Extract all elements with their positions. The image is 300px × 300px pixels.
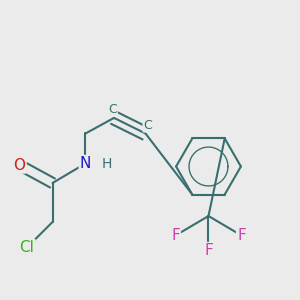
Text: F: F — [204, 243, 213, 258]
Text: Cl: Cl — [20, 240, 34, 255]
Text: F: F — [171, 228, 180, 243]
Text: C: C — [108, 103, 117, 116]
Text: N: N — [80, 156, 91, 171]
Text: C: C — [143, 118, 152, 132]
Text: O: O — [14, 158, 26, 172]
Text: H: H — [101, 157, 112, 170]
Text: F: F — [237, 228, 246, 243]
